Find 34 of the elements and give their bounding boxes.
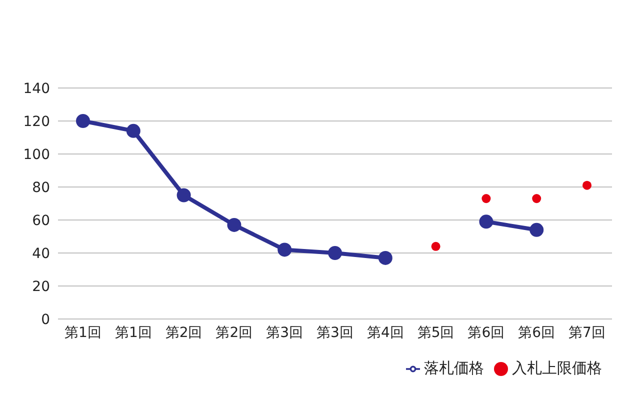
point — [530, 222, 544, 237]
y-tick-label: 120 — [23, 114, 50, 130]
point — [176, 188, 191, 202]
point — [482, 194, 491, 204]
y-tick-label: 140 — [23, 80, 50, 97]
x-tick-label: 第6回 — [468, 324, 505, 341]
x-tick-label: 第7回 — [568, 324, 606, 341]
y-tick-label: 60 — [32, 212, 50, 229]
point — [431, 242, 440, 251]
x-tick-label: 第6回 — [518, 324, 556, 341]
point — [227, 218, 242, 232]
legend-label: 入札上限価格 — [512, 359, 602, 377]
point — [278, 242, 292, 257]
point — [328, 246, 342, 260]
y-tick-label: 20 — [32, 278, 50, 295]
y-tick-label: 0 — [41, 312, 50, 328]
x-tick-label: 第1回 — [64, 324, 102, 341]
point — [126, 124, 140, 138]
x-tick-label: 第3回 — [266, 324, 304, 341]
x-tick-label: 第2回 — [216, 324, 253, 341]
point — [76, 114, 90, 128]
x-tick-label: 第2回 — [165, 324, 202, 341]
point — [479, 214, 494, 229]
point — [532, 194, 542, 204]
point — [582, 180, 592, 190]
x-tick-label: 第1回 — [114, 324, 152, 341]
point — [378, 250, 392, 265]
x-tick-label: 第4回 — [366, 324, 404, 341]
legend-label: 落札価格 — [424, 359, 484, 377]
y-tick-label: 80 — [32, 180, 50, 196]
x-tick-label: 第5回 — [417, 324, 454, 341]
y-tick-label: 100 — [23, 146, 50, 163]
y-tick-label: 40 — [32, 246, 50, 262]
x-tick-label: 第3回 — [316, 324, 354, 341]
